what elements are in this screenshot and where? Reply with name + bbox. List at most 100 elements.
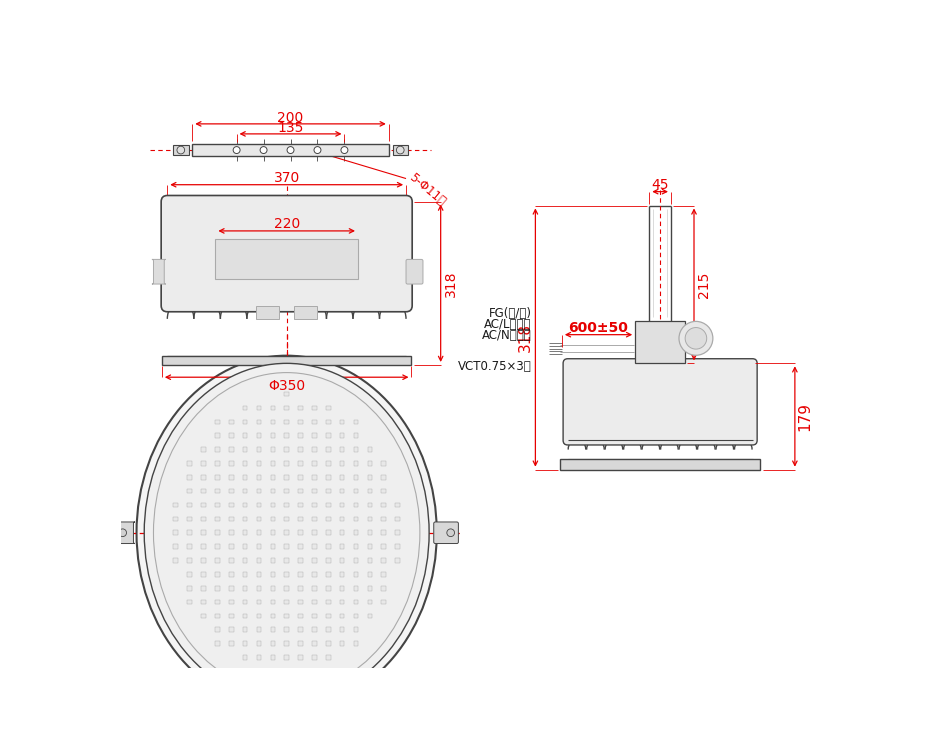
Bar xyxy=(381,586,386,590)
Bar xyxy=(284,669,289,674)
Ellipse shape xyxy=(154,373,420,693)
Text: 215: 215 xyxy=(697,272,711,298)
Bar xyxy=(298,419,303,424)
Bar xyxy=(229,517,234,521)
Bar xyxy=(215,586,219,590)
Bar xyxy=(271,461,276,466)
Bar xyxy=(298,517,303,521)
Bar xyxy=(381,572,386,577)
Bar xyxy=(353,419,358,424)
Bar xyxy=(256,475,261,479)
Bar xyxy=(298,503,303,507)
Bar xyxy=(284,419,289,424)
Bar xyxy=(201,614,206,618)
Bar xyxy=(313,530,316,535)
Bar xyxy=(326,489,331,494)
Bar xyxy=(392,145,408,155)
Bar xyxy=(215,572,219,577)
Bar xyxy=(229,558,234,562)
Bar xyxy=(215,475,219,479)
Bar xyxy=(271,628,276,632)
Bar xyxy=(271,572,276,577)
Bar xyxy=(215,600,219,604)
Bar xyxy=(326,433,331,438)
Bar xyxy=(368,614,372,618)
Text: VCT0.75×3芯: VCT0.75×3芯 xyxy=(458,360,532,373)
Text: 200: 200 xyxy=(277,111,304,125)
Bar xyxy=(298,641,303,646)
Bar xyxy=(243,475,247,479)
Circle shape xyxy=(396,146,404,154)
Circle shape xyxy=(233,146,240,154)
Bar xyxy=(636,321,685,363)
Bar xyxy=(368,489,372,494)
Circle shape xyxy=(446,529,454,536)
Text: 135: 135 xyxy=(277,121,304,135)
Bar xyxy=(326,628,331,632)
Bar xyxy=(313,641,316,646)
Bar xyxy=(326,530,331,535)
Bar xyxy=(271,447,276,452)
Bar xyxy=(256,433,261,438)
Circle shape xyxy=(287,146,294,154)
Text: 179: 179 xyxy=(797,402,812,431)
Bar xyxy=(326,406,331,410)
Bar xyxy=(174,503,178,507)
Bar xyxy=(340,544,345,549)
Bar xyxy=(326,558,331,562)
Bar xyxy=(353,447,358,452)
Bar xyxy=(368,558,372,562)
Bar xyxy=(313,628,316,632)
Bar xyxy=(271,503,276,507)
Bar xyxy=(313,475,316,479)
Text: 318: 318 xyxy=(518,323,533,352)
Bar xyxy=(256,305,279,320)
Bar xyxy=(256,600,261,604)
Bar xyxy=(256,530,261,535)
Bar xyxy=(201,461,206,466)
FancyBboxPatch shape xyxy=(113,522,135,544)
Bar xyxy=(368,447,372,452)
Bar xyxy=(298,628,303,632)
FancyBboxPatch shape xyxy=(406,260,423,284)
Bar xyxy=(271,419,276,424)
Bar xyxy=(381,530,386,535)
Bar xyxy=(229,461,234,466)
Bar xyxy=(340,419,345,424)
Bar xyxy=(381,517,386,521)
Bar xyxy=(368,600,372,604)
Bar xyxy=(256,656,261,660)
Bar xyxy=(187,600,192,604)
Bar xyxy=(256,614,261,618)
Bar xyxy=(187,586,192,590)
Bar xyxy=(284,406,289,410)
Bar xyxy=(256,628,261,632)
Bar xyxy=(284,461,289,466)
Bar xyxy=(256,489,261,494)
Bar xyxy=(229,530,234,535)
Bar xyxy=(187,544,192,549)
Bar xyxy=(187,461,192,466)
Bar xyxy=(229,572,234,577)
Bar xyxy=(201,558,206,562)
Bar xyxy=(313,461,316,466)
Bar xyxy=(340,614,345,618)
Bar xyxy=(256,544,261,549)
Bar xyxy=(353,600,358,604)
Bar xyxy=(256,447,261,452)
Bar xyxy=(368,503,372,507)
Bar xyxy=(313,544,316,549)
Bar xyxy=(353,461,358,466)
Bar xyxy=(174,544,178,549)
Bar xyxy=(326,586,331,590)
Bar xyxy=(215,530,219,535)
Bar xyxy=(326,544,331,549)
Bar xyxy=(215,628,219,632)
Bar xyxy=(284,628,289,632)
Circle shape xyxy=(260,146,267,154)
Bar xyxy=(243,544,247,549)
Bar xyxy=(256,572,261,577)
Bar xyxy=(256,503,261,507)
Bar xyxy=(298,600,303,604)
Bar xyxy=(313,517,316,521)
